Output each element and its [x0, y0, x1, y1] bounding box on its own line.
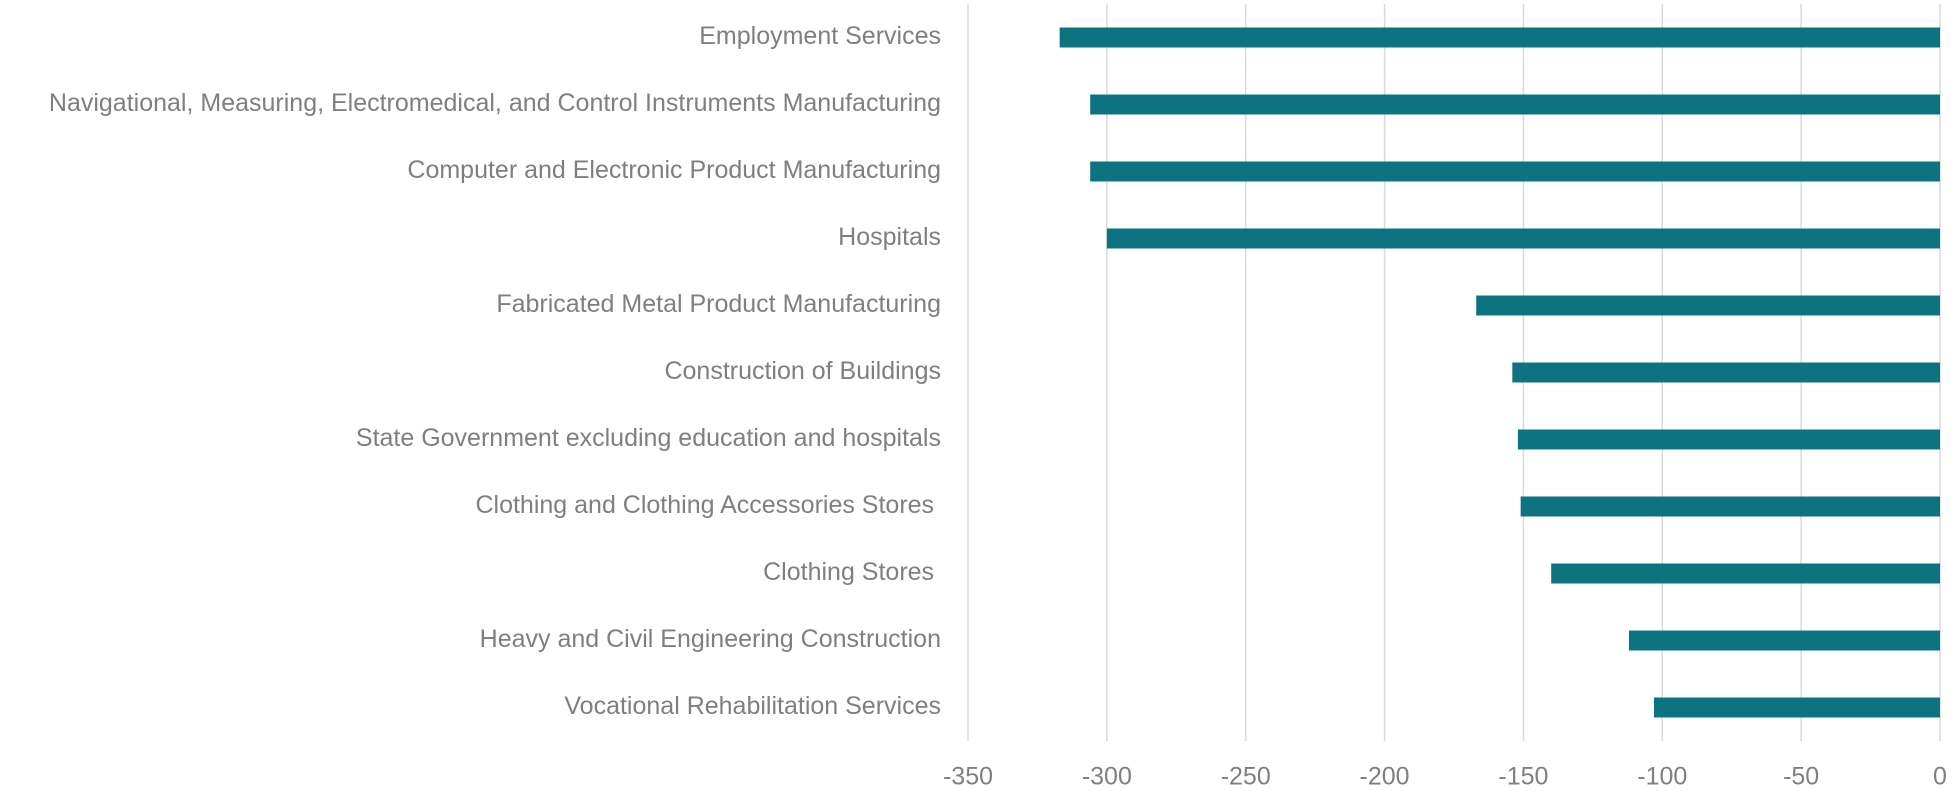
y-tick-label: Employment Services: [699, 22, 941, 50]
bar: [1090, 161, 1940, 182]
x-tick-label: -50: [1783, 763, 1819, 791]
y-tick-label: State Government excluding education and…: [356, 424, 941, 452]
y-tick-label: Computer and Electronic Product Manufact…: [407, 156, 941, 184]
bar: [1628, 630, 1940, 651]
y-tick-label: Clothing and Clothing Accessories Stores: [475, 491, 941, 519]
bar: [1551, 563, 1940, 584]
x-tick-label: -100: [1637, 763, 1687, 791]
y-tick-label: Navigational, Measuring, Electromedical,…: [49, 89, 941, 117]
y-tick-label: Heavy and Civil Engineering Construction: [480, 625, 941, 653]
bar: [1476, 295, 1940, 316]
y-tick-label: Vocational Rehabilitation Services: [564, 692, 941, 720]
x-tick-label: 0: [1933, 763, 1947, 791]
y-tick-label: Fabricated Metal Product Manufacturing: [496, 290, 941, 318]
y-tick-label: Hospitals: [838, 223, 941, 251]
x-tick-label: -350: [943, 763, 993, 791]
bar: [1653, 697, 1940, 718]
x-tick-label: -250: [1221, 763, 1271, 791]
bar: [1059, 27, 1940, 48]
x-tick-label: -150: [1498, 763, 1548, 791]
x-tick-label: -200: [1360, 763, 1410, 791]
y-tick-label: Clothing Stores: [763, 558, 941, 586]
x-tick-label: -300: [1082, 763, 1132, 791]
y-tick-label: Construction of Buildings: [664, 357, 941, 385]
bar: [1520, 496, 1940, 517]
bar: [1517, 429, 1940, 450]
bar: [1090, 94, 1940, 115]
bar: [1512, 362, 1940, 383]
bar: [1106, 228, 1940, 249]
